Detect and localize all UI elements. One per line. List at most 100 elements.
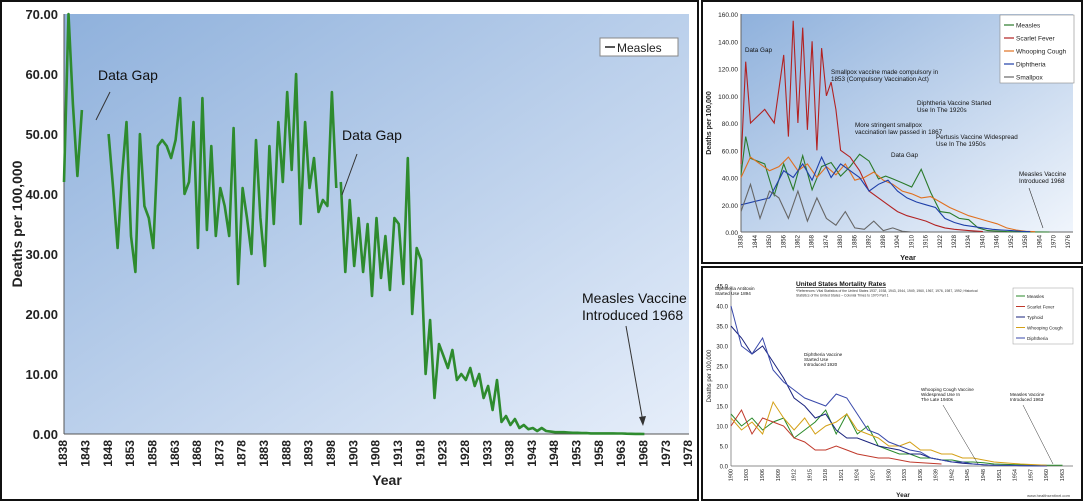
x-tick-label: 1952	[1009, 234, 1015, 248]
y-tick-label: 25.0	[716, 365, 728, 371]
legend-label: Measles	[1027, 294, 1045, 299]
y-tick-label: 50.00	[25, 127, 58, 142]
x-tick-label: 1957	[1028, 469, 1034, 481]
x-tick-label: 1918	[413, 440, 427, 467]
y-tick-label: 40.00	[25, 187, 58, 202]
x-tick-label: 1924	[855, 469, 861, 481]
chart-title: United States Mortality Rates	[796, 281, 886, 288]
annotation-text: Introduced 1920	[804, 362, 838, 367]
annotation-text: Introduced 1963	[1010, 397, 1044, 402]
annotation-text: Use In The 1950s	[936, 141, 986, 148]
y-tick-label: 120.00	[718, 67, 738, 74]
annotation-text: Use In The 1920s	[917, 107, 967, 114]
annotation-arrow	[625, 325, 644, 423]
watermark: www.healthsentinel.com	[1027, 493, 1071, 498]
y-tick-label: 20.00	[25, 307, 58, 322]
annotation-text: Measles Vaccine	[1010, 392, 1045, 397]
x-tick-label: 1940	[980, 234, 986, 248]
x-tick-label: 1968	[637, 440, 651, 467]
x-tick-label: 1930	[886, 469, 892, 481]
annotation-arrow	[1028, 187, 1044, 229]
x-tick-label: 1913	[391, 440, 405, 467]
y-tick-label: 100.00	[718, 94, 738, 101]
y-tick-label: 60.00	[25, 67, 58, 82]
annotation-vaccine-line2: Introduced 1968	[582, 307, 683, 323]
x-tick-label: 1874	[824, 234, 830, 248]
legend-box	[599, 37, 679, 57]
annotation-text: Smallpox vaccine made compulsory in	[831, 69, 939, 76]
multi-disease-chart: 0.00 20.00 40.00 60.00 80.00 100.00 120.00 140.…	[706, 12, 1075, 262]
x-tick-label: 1960	[1044, 469, 1050, 481]
annotation-arrow	[95, 91, 111, 121]
x-tick-label: 1898	[324, 440, 338, 467]
annotation-arrow	[942, 404, 979, 465]
x-tick-label: 1938	[503, 440, 517, 467]
x-tick-label: 1888	[279, 440, 293, 467]
annotation-arrow	[341, 153, 358, 196]
y-tick-label: 35.0	[716, 325, 728, 331]
annotation-vaccine-line1: Measles Vaccine	[582, 290, 687, 306]
x-tick-label: 1933	[480, 440, 494, 467]
x-tick-label: 1963	[1060, 469, 1066, 481]
legend-label: Measles	[1016, 23, 1041, 30]
y-tick-label: 30.00	[25, 247, 58, 262]
measles-series-line	[62, 12, 84, 183]
legend-label: Diphtheria	[1016, 62, 1046, 69]
y-tick-label: 30.0	[716, 345, 728, 351]
x-tick-label: 1850	[767, 234, 773, 248]
legend-box	[999, 14, 1075, 84]
annotation-text: Started Use 1894	[715, 291, 751, 296]
y-tick-label: 160.00	[718, 12, 738, 19]
x-tick-label: 1843	[78, 440, 92, 467]
x-tick-label: 1939	[934, 469, 940, 481]
series-line-smallpox	[740, 182, 912, 233]
x-tick-label: 1909	[776, 469, 782, 481]
annotation-text: Diphtheria Vaccine Started	[917, 100, 992, 107]
annotation-text: Diphtheria Antitoxin	[715, 286, 755, 291]
annotation-text: 1853 (Compulsory Vaccination Act)	[831, 76, 929, 83]
x-tick-label: 1878	[235, 440, 249, 467]
annotation-text: Data Gap	[891, 152, 918, 159]
us-mortality-chart-panel: 0.0 5.0 10.0 15.0 20.0 25.0 30.0 35.0 40.0 45.0 19…	[701, 266, 1083, 501]
annotation-text: Introduced 1968	[1019, 178, 1065, 185]
measles-chart-panel: 0.00 10.00 20.00 30.00 40.00 50.00 60.00 70.00 1…	[0, 0, 699, 501]
us-mortality-chart: 0.0 5.0 10.0 15.0 20.0 25.0 30.0 35.0 40.0 45.0 19…	[707, 281, 1074, 499]
x-tick-label: 1856	[781, 234, 787, 248]
multi-disease-chart-panel: 0.00 20.00 40.00 60.00 80.00 100.00 120.00 140.…	[701, 0, 1083, 264]
x-tick-label: 1934	[966, 234, 972, 248]
annotation-text: The Late 1940s	[921, 397, 954, 402]
y-tick-label: 10.00	[25, 367, 58, 382]
series-line-scarlet-fever	[730, 408, 942, 465]
annotation-text: Started Use	[804, 357, 829, 362]
x-tick-label: 1862	[795, 234, 801, 248]
x-tick-label: 1958	[592, 440, 606, 467]
legend-box	[1012, 287, 1074, 345]
y-tick-label: 5.0	[720, 445, 729, 451]
x-tick-label: 1922	[938, 234, 944, 248]
x-tick-label: 1963	[614, 440, 628, 467]
arrow-head	[639, 416, 646, 426]
y-tick-label: 40.0	[716, 305, 728, 311]
legend-label: Measles	[617, 41, 662, 55]
annotation-data-gap-2: Data Gap	[342, 127, 402, 143]
annotation-arrow	[1022, 404, 1054, 465]
x-axis-label: Year	[896, 492, 910, 499]
x-tick-label: 1883	[257, 440, 271, 467]
measles-series-line	[107, 72, 338, 286]
x-tick-label: 1973	[659, 440, 673, 467]
annotation-text: vaccination law passed in 1867	[855, 129, 943, 136]
measles-series-line	[339, 156, 645, 436]
x-tick-label: 1898	[881, 234, 887, 248]
x-tick-label: 1886	[852, 234, 858, 248]
x-tick-label: 1903	[744, 469, 750, 481]
x-tick-label: 1868	[810, 234, 816, 248]
x-tick-label: 1928	[952, 234, 958, 248]
x-tick-label: 1915	[807, 469, 813, 481]
x-tick-label: 1838	[739, 234, 745, 248]
x-tick-label: 1951	[997, 469, 1003, 481]
y-tick-label: 80.00	[722, 121, 739, 128]
series-line-whooping-cough	[730, 400, 1047, 466]
series-line-scarlet-fever	[740, 20, 983, 233]
x-tick-label: 1844	[753, 234, 759, 248]
y-tick-label: 0.00	[33, 427, 58, 442]
